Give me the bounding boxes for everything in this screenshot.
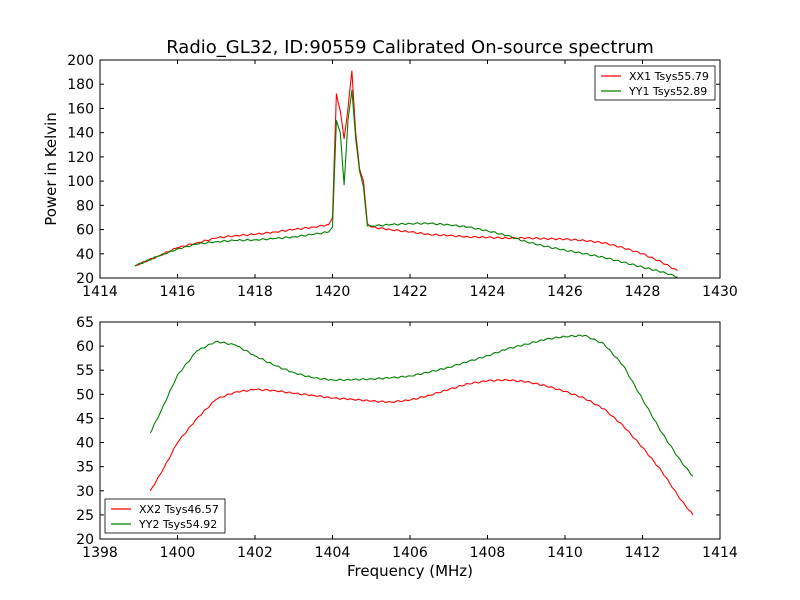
bottom-chart-ytick-label: 50 — [76, 387, 94, 403]
top-chart-xtick-label: 1418 — [237, 284, 273, 300]
top-chart-xtick-label: 1430 — [702, 284, 738, 300]
bottom-chart-ytick-label: 65 — [76, 315, 94, 331]
top-chart-ytick-label: 180 — [67, 77, 94, 93]
bottom-chart-xtick-label: 1400 — [160, 545, 196, 561]
bottom-chart-ytick-label: 60 — [76, 339, 94, 355]
top-chart-title: Radio_GL32, ID:90559 Calibrated On-sourc… — [166, 37, 654, 58]
bottom-chart-ytick-label: 35 — [76, 460, 94, 476]
bottom-chart-ytick-label: 45 — [76, 411, 94, 427]
bottom-chart-legend-label-1: XX2 Tsys46.57 — [139, 503, 219, 516]
bottom-chart-series-line-2 — [149, 334, 694, 477]
bottom-chart-ytick-label: 55 — [76, 363, 94, 379]
top-chart-xtick-label: 1420 — [315, 284, 351, 300]
bottom-chart-series-line-1 — [149, 378, 694, 516]
top-chart: 1414 1416 1418 1420 1422 1424 1426 1428 1430 20 40… — [67, 53, 738, 300]
top-chart-legend-label-1: XX1 Tsys55.79 — [629, 70, 709, 83]
top-chart-legend-label-2: YY1 Tsys52.89 — [628, 85, 707, 98]
bottom-chart-xtick-label: 1404 — [315, 545, 351, 561]
top-chart-xtick-label: 1416 — [160, 284, 196, 300]
top-chart-xtick-label: 1424 — [470, 284, 506, 300]
top-chart-ytick-label: 20 — [76, 271, 94, 287]
top-chart-series-line-1 — [134, 70, 678, 272]
bottom-chart: 1398 1400 1402 1404 1406 1408 1410 1412 1414 20 25… — [76, 315, 738, 561]
bottom-chart-xtick-label: 1410 — [547, 545, 583, 561]
top-chart-ytick-label: 200 — [67, 53, 94, 69]
bottom-chart-xtick-label: 1408 — [470, 545, 506, 561]
bottom-chart-xtick-label: 1414 — [702, 545, 738, 561]
top-chart-ylabel: Power in Kelvin — [42, 112, 60, 226]
bottom-chart-legend-label-2: YY2 Tsys54.92 — [138, 518, 217, 531]
top-chart-legend-box — [594, 65, 716, 101]
top-chart-ytick-label: 60 — [76, 223, 94, 239]
top-chart-ytick-label: 100 — [67, 174, 94, 190]
bottom-chart-legend-box — [104, 498, 226, 534]
bottom-chart-ytick-label: 20 — [76, 532, 94, 548]
bottom-chart-ytick-label: 40 — [76, 436, 94, 452]
top-chart-xtick-label: 1422 — [392, 284, 428, 300]
top-chart-ytick-label: 80 — [76, 198, 94, 214]
top-chart-ytick-label: 40 — [76, 247, 94, 263]
bottom-chart-xtick-label: 1412 — [625, 545, 661, 561]
top-chart-series-line-2 — [134, 89, 678, 278]
bottom-chart-ytick-label: 30 — [76, 484, 94, 500]
bottom-chart-xtick-label: 1398 — [82, 545, 118, 561]
top-chart-ytick-label: 140 — [67, 126, 94, 142]
top-chart-ytick-label: 160 — [67, 101, 94, 117]
top-chart-xtick-label: 1414 — [82, 284, 118, 300]
bottom-chart-xtick-label: 1406 — [392, 545, 428, 561]
top-chart-xtick-label: 1428 — [625, 284, 661, 300]
bottom-chart-ytick-label: 25 — [76, 508, 94, 524]
top-chart-ytick-label: 120 — [67, 150, 94, 166]
top-chart-xtick-label: 1426 — [547, 284, 583, 300]
bottom-chart-xlabel: Frequency (MHz) — [347, 562, 473, 580]
bottom-chart-xtick-label: 1402 — [237, 545, 273, 561]
